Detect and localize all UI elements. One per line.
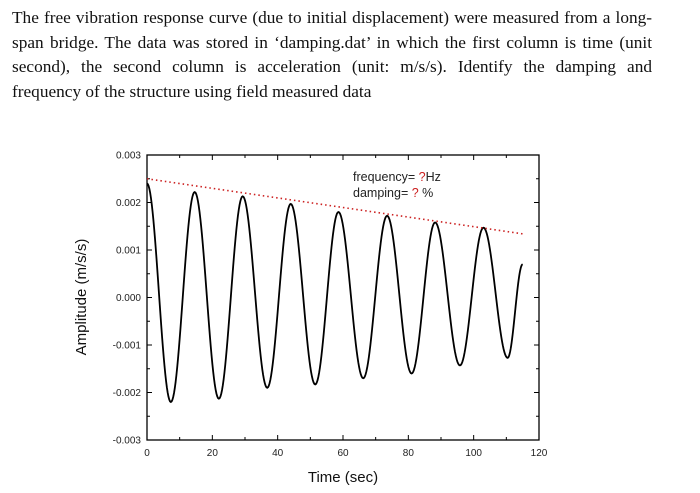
- x-tick-label: 40: [272, 448, 284, 459]
- x-tick-label: 60: [337, 448, 349, 459]
- y-tick-label: -0.002: [113, 388, 142, 399]
- x-tick-label: 80: [403, 448, 415, 459]
- plot-frame: [146, 154, 540, 441]
- x-tick-label: 120: [531, 448, 548, 459]
- y-tick-label: -0.001: [113, 341, 142, 352]
- y-tick-label: 0.000: [116, 293, 141, 304]
- decay-envelope-line: [146, 177, 523, 235]
- problem-statement: The free vibration response curve (due t…: [12, 8, 652, 101]
- y-tick-label: 0.003: [116, 151, 141, 162]
- annotation-damping: damping= ? %: [353, 186, 433, 200]
- x-axis-label: Time (sec): [308, 469, 378, 486]
- x-tick-label: 20: [207, 448, 219, 459]
- x-tick-label: 100: [465, 448, 482, 459]
- annotation-frequency: frequency= ?Hz: [353, 170, 441, 184]
- y-tick-label: 0.001: [116, 246, 141, 257]
- y-axis-label: Amplitude (m/s/s): [73, 239, 90, 356]
- response-curve: [146, 182, 524, 404]
- x-tick-label: 0: [144, 448, 150, 459]
- y-tick-label: -0.003: [113, 436, 142, 447]
- y-tick-label: 0.002: [116, 198, 141, 209]
